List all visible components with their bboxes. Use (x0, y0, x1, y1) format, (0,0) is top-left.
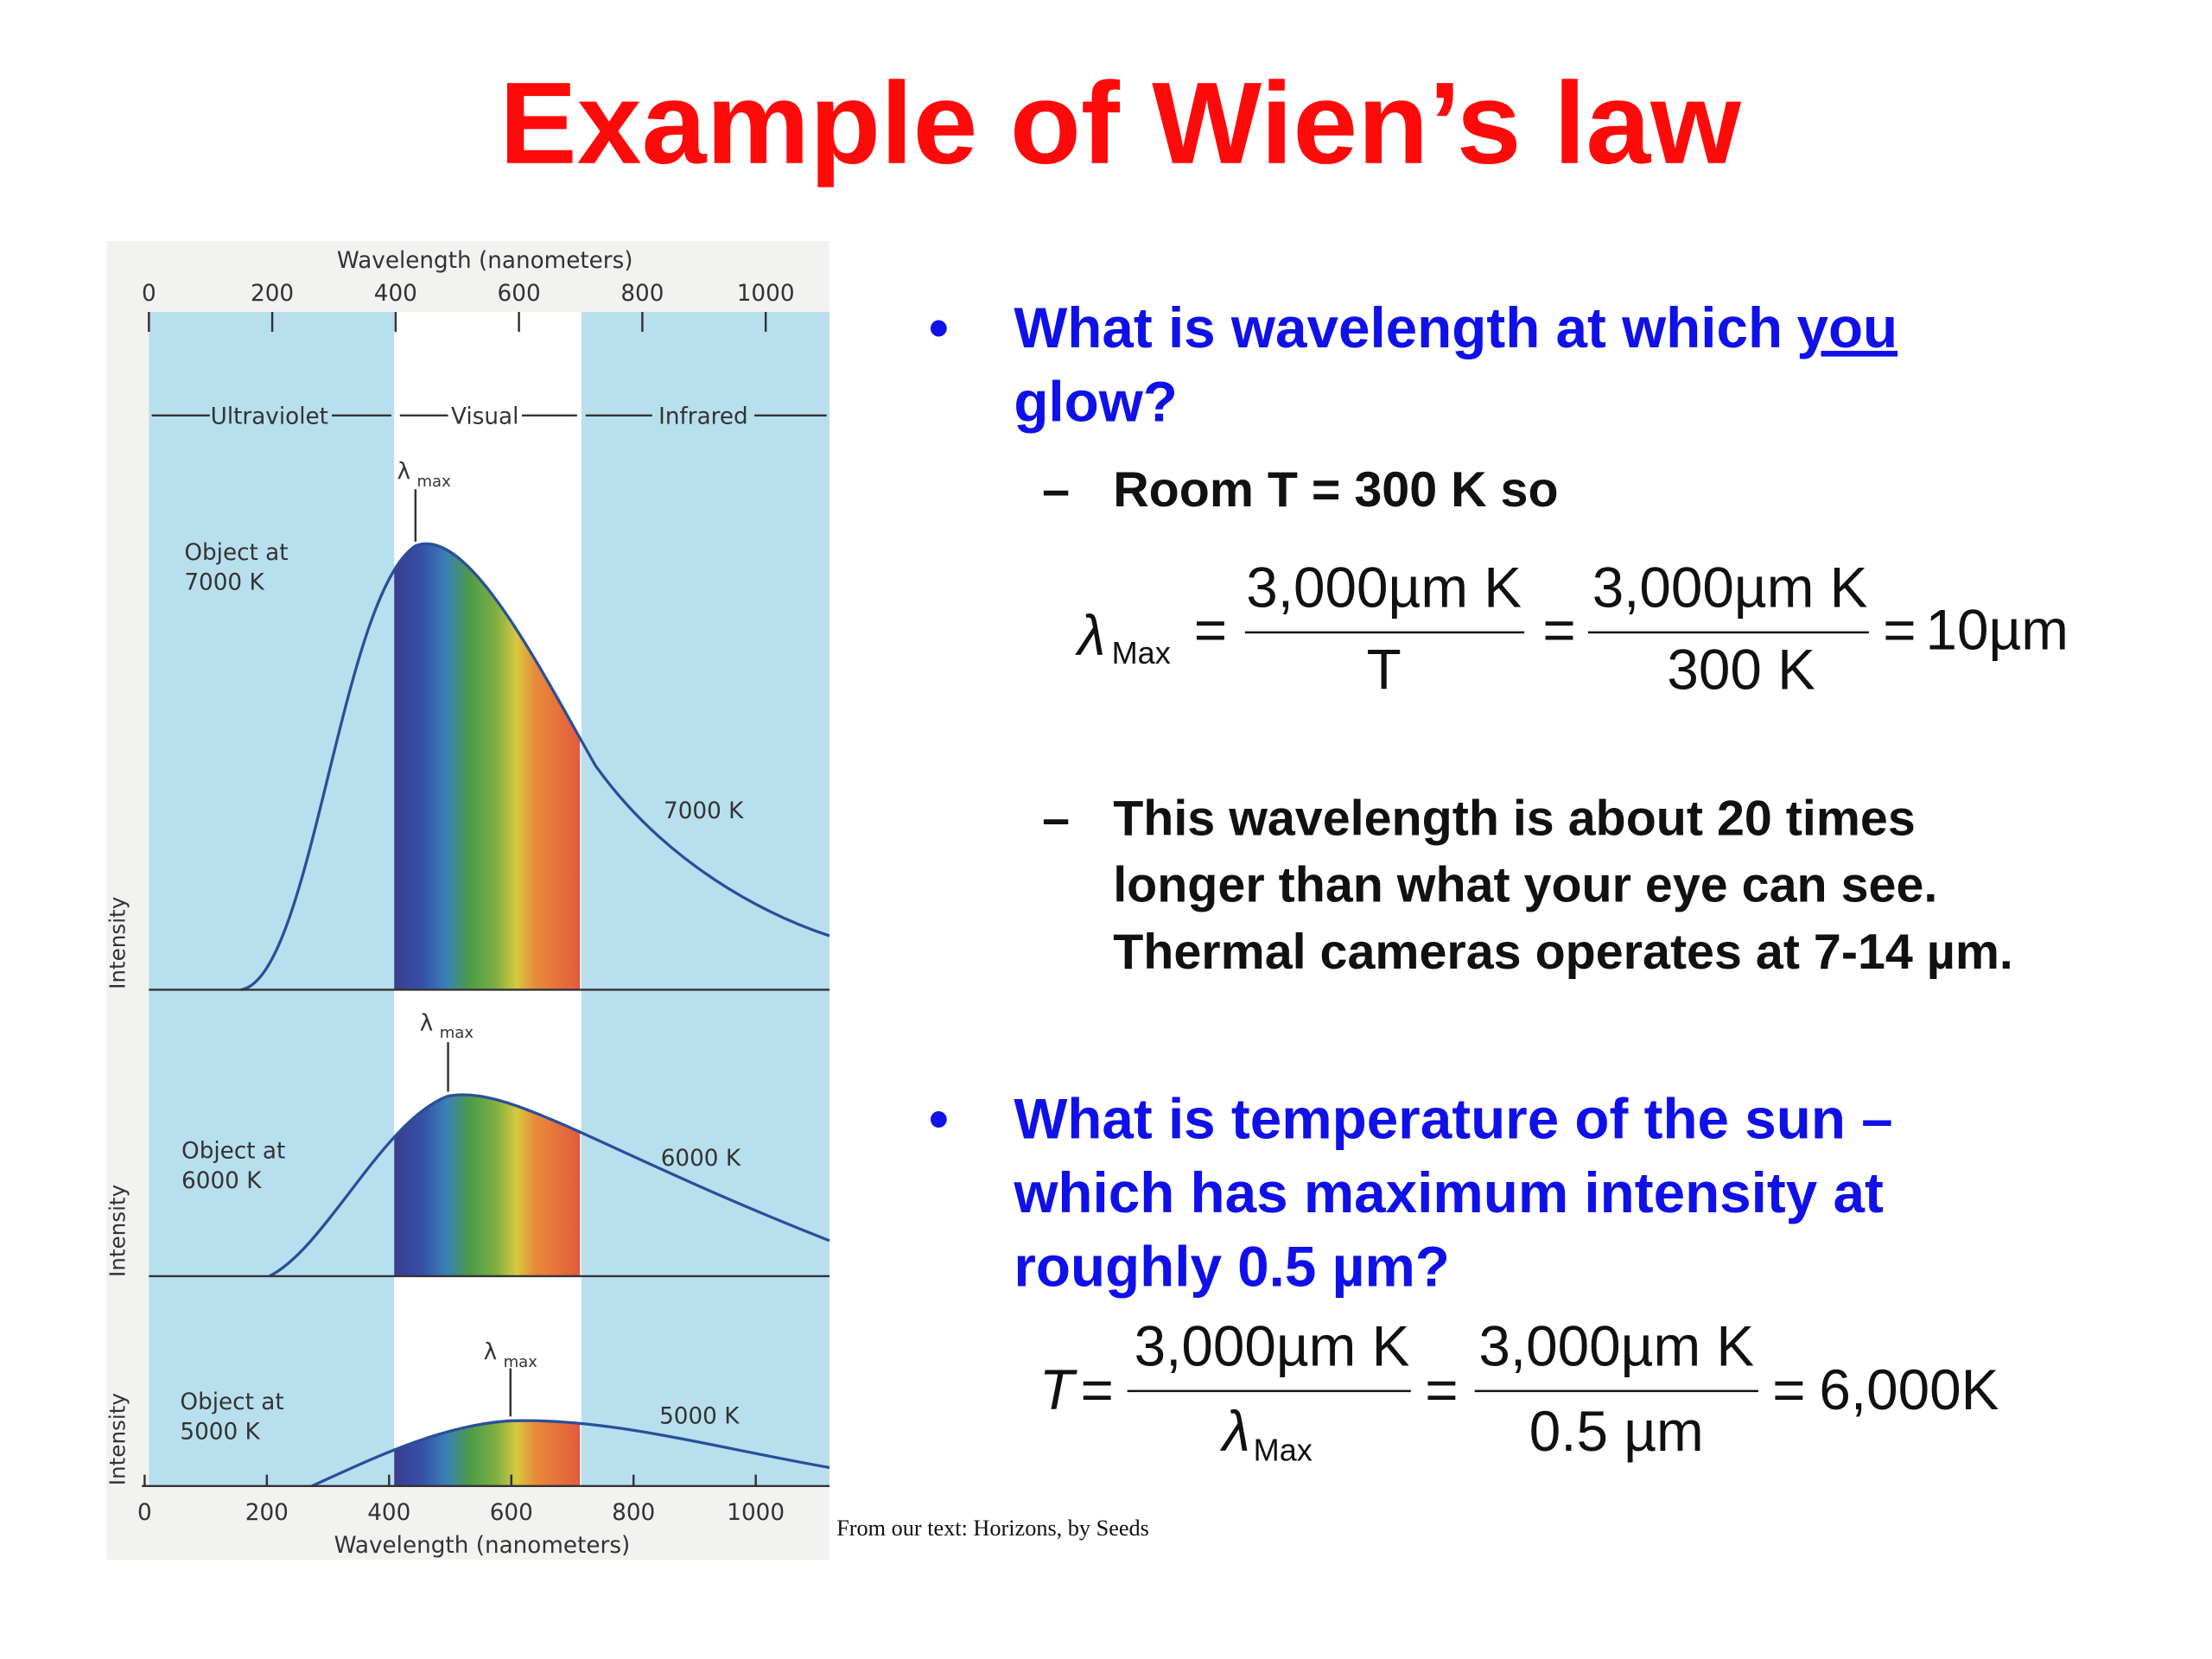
uv-region (149, 312, 395, 1486)
bullet-marker: • (929, 296, 949, 359)
denominator: λ (1220, 1400, 1250, 1463)
curve (269, 1093, 830, 1278)
numerator: 3,000µm K (1246, 556, 1522, 619)
tick-label: 200 (245, 1500, 289, 1526)
sub-text: This wavelength is about 20 times (1113, 791, 1916, 847)
numerator: 3,000µm K (1478, 1314, 1754, 1377)
eq-sign: = (1425, 1358, 1458, 1421)
tick-label: 800 (612, 1500, 655, 1526)
title: Example of Wien’s law (499, 58, 1741, 188)
eq-subscript: Max (1112, 635, 1171, 671)
region-label: Ultraviolet (211, 404, 328, 430)
peak-label: λ (420, 1011, 434, 1037)
region-label: Infrared (658, 404, 748, 430)
eq-sign: = (1883, 599, 1916, 662)
numerator: 3,000µm K (1135, 1314, 1410, 1377)
object-label: 6000 K (181, 1168, 262, 1194)
ir-region (581, 312, 830, 1486)
spectrum-fill (394, 1095, 581, 1276)
bullet-text: roughly 0.5 µm? (1014, 1235, 1450, 1298)
eq-sign: = (1542, 599, 1575, 662)
sub-text: Room T = 300 K so (1113, 462, 1558, 518)
text: What is wavelength at which (1014, 296, 1783, 359)
sub-marker: – (1042, 462, 1070, 518)
eq-result: 10µm (1926, 599, 2069, 662)
eq-subscript: Max (1254, 1432, 1313, 1467)
denominator: T (1367, 639, 1402, 702)
bullet-text: What is wavelength at which you (1014, 296, 1897, 359)
tick-label: 600 (490, 1500, 533, 1526)
y-axis-label: Intensity (105, 1393, 130, 1485)
denominator: 300 K (1667, 639, 1815, 702)
curve (311, 1419, 830, 1488)
object-label: 5000 K (180, 1420, 260, 1446)
y-axis-label: Intensity (105, 1185, 130, 1277)
denominator: 0.5 µm (1529, 1400, 1704, 1463)
tick-label: 0 (142, 281, 156, 307)
equation: T = 3,000µm K λ Max = 3,000µm K 0.5 µm =… (1039, 1314, 1999, 1467)
axis-label: Wavelength (nanometers) (337, 248, 633, 274)
caption: From our text: Horizons, by Seeds (836, 1516, 1149, 1541)
y-axis-label: Intensity (105, 897, 130, 989)
axis-label: Wavelength (nanometers) (334, 1533, 631, 1559)
tick-label: 800 (620, 281, 664, 307)
tick-label: 0 (137, 1500, 152, 1526)
tick-label: 600 (498, 281, 541, 307)
region-label: Visual (451, 404, 518, 430)
peak-label: λ (397, 460, 410, 486)
figure: Wavelength (nanometers) Wavelength (nano… (105, 240, 830, 1560)
object-label: Object at (181, 1139, 285, 1165)
curve-label: 7000 K (664, 798, 744, 824)
equation: λ Max = 3,000µm K T = 3,000µm K 300 K = … (1075, 556, 2069, 701)
tick-label: 1000 (737, 281, 795, 307)
bullet-text: glow? (1014, 370, 1178, 433)
eq-result: 6,000K (1819, 1358, 1999, 1421)
peak-subscript: max (504, 1353, 538, 1371)
underlined-text: you (1796, 296, 1897, 359)
object-label: Object at (180, 1389, 283, 1415)
tick-label: 1000 (727, 1500, 785, 1526)
eq-sign: = (1080, 1358, 1113, 1421)
bullet-text: which has maximum intensity at (1013, 1161, 1884, 1224)
curve (240, 542, 830, 992)
bullet-text: What is temperature of the sun – (1014, 1088, 1892, 1151)
eq-symbol: λ (1075, 604, 1105, 667)
eq-sign: = (1194, 599, 1227, 662)
sub-text: longer than what your eye can see. (1113, 858, 1937, 913)
curve-label: 5000 K (659, 1404, 740, 1430)
object-label: Object at (184, 540, 288, 566)
sub-text: Thermal cameras operates at 7-14 µm. (1113, 925, 2013, 980)
eq-sign: = (1772, 1358, 1805, 1421)
peak-subscript: max (440, 1024, 474, 1042)
tick-label: 200 (251, 281, 294, 307)
object-label: 7000 K (184, 570, 264, 596)
curve-label: 6000 K (661, 1146, 741, 1172)
numerator: 3,000µm K (1592, 556, 1868, 619)
sub-marker: – (1042, 791, 1070, 847)
region-arrows (151, 414, 827, 1417)
tick-label: 400 (367, 1500, 410, 1526)
peak-label: λ (484, 1340, 498, 1366)
bullet-marker: • (929, 1088, 949, 1151)
eq-symbol: T (1039, 1358, 1077, 1421)
peak-subscript: max (416, 473, 451, 491)
tick-label: 400 (374, 281, 417, 307)
